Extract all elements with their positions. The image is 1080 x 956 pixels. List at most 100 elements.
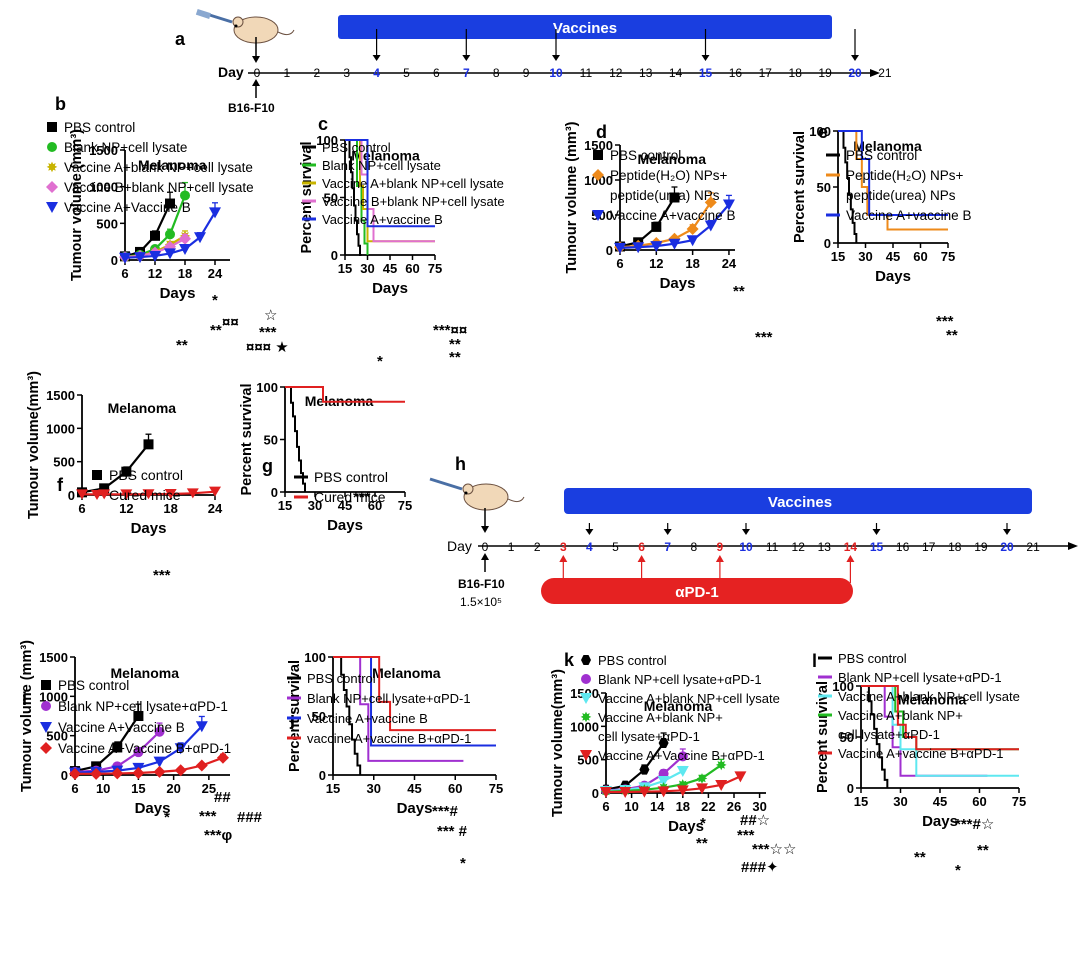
timeline-day-label: 16: [896, 540, 910, 554]
x-tick-label: 15: [831, 249, 845, 264]
timeline-day-label: 12: [609, 66, 623, 80]
data-point: [133, 747, 144, 758]
y-tick-label: 0: [606, 243, 613, 258]
timeline-day-label: 1: [284, 66, 291, 80]
significance-annotation: *** #: [437, 823, 468, 840]
x-tick-label: 12: [148, 266, 162, 281]
x-tick-label: 25: [202, 781, 216, 796]
y-tick-label: 0: [331, 248, 338, 263]
data-point: [686, 235, 699, 247]
x-tick-label: 15: [278, 498, 292, 513]
legend-label: Vaccine A+blank NP+: [838, 708, 963, 723]
timeline-day-label: 21: [878, 66, 892, 80]
legend-marker: [46, 181, 58, 193]
data-point: [134, 252, 146, 264]
timeline-day-label: 8: [493, 66, 500, 80]
tumor-label-a: B16-F10: [228, 101, 275, 115]
chart-l: l 15 30 45 60 75 0 50 100 Days Percent survival Mel…: [812, 651, 1026, 879]
legend-marker: ✸: [46, 159, 58, 175]
data-point: [669, 192, 680, 203]
data-point: [216, 751, 229, 764]
legend-label: PBS control: [314, 469, 388, 485]
y-tick-label: 100: [256, 380, 278, 395]
x-tick-label: 60: [368, 498, 382, 513]
y-tick-label: 50: [264, 433, 278, 448]
data-point: [150, 230, 160, 241]
legend-label: Blank NP+cell lysate+αPD-1: [838, 670, 1002, 685]
data-point: [638, 786, 651, 798]
legend-label: Blank NP+cell lysate: [322, 158, 441, 173]
timeline-day-label: 7: [664, 540, 671, 554]
survival-curve: [861, 685, 889, 788]
significance-annotation: ☆: [264, 307, 277, 324]
data-point: [677, 751, 688, 762]
chart-title: Melanoma: [638, 151, 707, 167]
data-point: [209, 207, 221, 219]
vaccine-arrowhead: [372, 55, 381, 61]
legend-label: PBS control: [307, 671, 376, 686]
apd1-arrowhead: [559, 555, 568, 562]
legend-label: PBS control: [610, 148, 681, 163]
apd1-arrowhead: [637, 555, 646, 562]
legend-label: Blank NP+cell lysate+αPD-1: [598, 672, 762, 687]
data-point: ✸: [715, 757, 727, 773]
significance-annotation: **: [449, 336, 461, 353]
panel-letter-g: g: [262, 456, 273, 476]
significance-annotation: ***☆☆: [752, 841, 796, 858]
x-tick-label: 60: [448, 781, 462, 796]
data-point: [149, 250, 161, 262]
timeline-day-label: 14: [844, 540, 858, 554]
legend-marker: [592, 210, 604, 221]
x-tick-label: 6: [616, 256, 623, 271]
legend-marker: [92, 470, 102, 480]
significance-annotation: ***#☆: [955, 816, 994, 833]
survival-curve: [333, 656, 496, 732]
timeline-day-label: 13: [818, 540, 832, 554]
y-tick-label: 1500: [46, 388, 75, 403]
y-tick-label: 1000: [46, 421, 75, 436]
timeline-day-label: 4: [373, 66, 380, 80]
chart-f: f6 12 18 24 0 500 1000 1500 Days Tumour volume(mm…: [26, 371, 223, 584]
y-tick-label: 0: [847, 781, 854, 796]
y-tick-label: 1500: [89, 143, 118, 158]
timeline-day-label: 2: [313, 66, 320, 80]
y-tick-label: 50: [324, 191, 338, 206]
x-tick-label: 30: [893, 794, 907, 809]
x-tick-label: 15: [338, 261, 352, 276]
timeline-day-label: 18: [789, 66, 803, 80]
x-tick-label: 15: [854, 794, 868, 809]
y-axis-label: Percent survival: [299, 141, 315, 253]
data-point: [195, 721, 208, 733]
y-tick-label: 0: [824, 236, 831, 251]
legend-label: cell lysate+αPD-1: [598, 729, 700, 744]
legend-label: Cured mice: [314, 489, 386, 505]
legend-marker: [41, 680, 51, 690]
y-tick-label: 0: [319, 768, 326, 783]
chart-title: Melanoma: [898, 691, 967, 707]
chart-title: Melanoma: [853, 138, 922, 154]
data-point: [668, 238, 681, 250]
data-point: [209, 486, 221, 497]
timeline-day-label: 16: [729, 66, 743, 80]
x-tick-label: 6: [602, 799, 609, 814]
x-tick-label: 75: [398, 498, 412, 513]
x-axis-label: Days: [875, 268, 911, 285]
x-tick-label: 6: [121, 266, 128, 281]
significance-annotation: ##: [214, 789, 231, 806]
significance-annotation: **: [914, 849, 926, 866]
x-axis-label: Days: [327, 517, 363, 534]
y-tick-label: 1500: [584, 138, 613, 153]
data-point: [657, 786, 670, 798]
legend-label: Vaccine A+blank NP+cell lysate: [598, 691, 780, 706]
data-point: [153, 765, 166, 778]
survival-curve: [838, 130, 858, 243]
legend-label: vaccine A+vaccine B+αPD-1: [307, 731, 471, 746]
significance-annotation: *: [377, 353, 383, 370]
timeline-day-label: 8: [690, 540, 697, 554]
x-tick-label: 60: [913, 249, 927, 264]
legend-label: Vaccine A+vaccine B: [610, 208, 735, 223]
timeline-day-label: 11: [580, 66, 593, 80]
data-point: ✸: [696, 770, 708, 786]
panel-letter-a: a: [175, 29, 186, 49]
